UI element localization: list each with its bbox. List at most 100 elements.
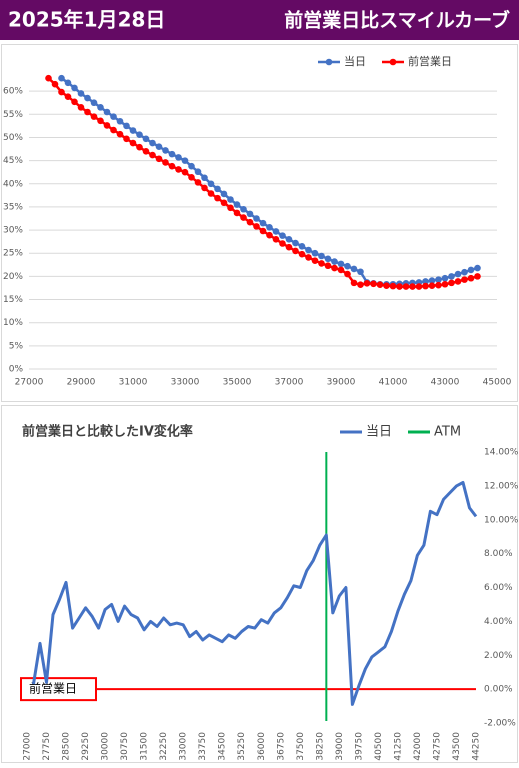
reference-label-box: [20, 677, 97, 702]
point: [331, 264, 338, 272]
chart-panel: [1, 44, 518, 402]
point: [253, 215, 260, 222]
x-tick-label: 43500: [452, 732, 462, 761]
series-line: [32, 481, 478, 706]
point: [246, 218, 254, 226]
x-tick-label: 27000: [15, 378, 44, 388]
point: [318, 260, 325, 267]
point: [97, 104, 104, 111]
point: [448, 273, 455, 280]
y-tick-label: 15%: [3, 295, 23, 305]
point: [337, 260, 345, 268]
point: [298, 250, 306, 258]
point: [272, 228, 280, 235]
point: [441, 280, 449, 288]
x-tick-label: 33000: [179, 732, 189, 761]
point: [227, 204, 234, 212]
x-tick-label: 30000: [101, 732, 111, 761]
y-tick-label: 20%: [3, 272, 23, 282]
header-title: 前営業日比スマイルカーブ: [284, 9, 510, 32]
point: [84, 94, 91, 102]
point: [428, 277, 436, 284]
point: [136, 143, 143, 151]
point: [227, 196, 234, 203]
legend-marker: [325, 58, 333, 66]
point: [344, 262, 351, 270]
x-tick-label: 37000: [275, 378, 304, 388]
y-tick-label: 40%: [3, 179, 23, 189]
point: [233, 201, 241, 208]
y-tick-label: 5%: [9, 341, 24, 351]
point: [97, 117, 104, 125]
y-tick-label: 14.00%: [484, 448, 519, 458]
point: [350, 265, 358, 273]
point: [129, 139, 137, 147]
x-tick-label: 27000: [23, 732, 33, 761]
y-tick-label: 45%: [3, 156, 23, 166]
point: [84, 108, 91, 116]
reference-label: 前営業日: [29, 681, 77, 696]
point: [454, 278, 462, 285]
point: [155, 155, 163, 163]
point: [435, 276, 442, 283]
point: [324, 262, 332, 270]
x-tick-label: 35000: [223, 378, 252, 388]
x-tick-label: 27750: [42, 732, 52, 761]
y-tick-label: 0.00%: [484, 685, 513, 695]
x-tick-label: 31000: [119, 378, 148, 388]
point: [201, 184, 208, 192]
point: [259, 219, 267, 227]
point: [311, 257, 319, 264]
x-tick-label: 36750: [276, 732, 286, 761]
point: [467, 274, 475, 282]
point: [175, 166, 182, 173]
point: [188, 162, 195, 170]
point: [357, 268, 364, 276]
x-tick-label: 38250: [315, 732, 325, 761]
point: [337, 266, 345, 274]
x-tick-label: 36000: [257, 732, 267, 761]
point: [194, 179, 202, 186]
x-tick-label: 33000: [171, 378, 200, 388]
point: [272, 236, 280, 243]
point: [285, 236, 293, 243]
point: [220, 190, 228, 198]
point: [162, 159, 169, 166]
point: [149, 139, 156, 147]
point: [474, 273, 481, 280]
y-tick-label: 60%: [3, 87, 23, 97]
point: [129, 127, 137, 134]
x-tick-label: 37500: [296, 732, 306, 761]
point: [383, 282, 390, 289]
legend-label: 当日: [366, 425, 392, 440]
point: [123, 135, 130, 143]
point: [207, 190, 215, 197]
legend-marker: [389, 58, 397, 66]
point: [240, 205, 247, 213]
point: [149, 151, 156, 159]
point: [233, 209, 241, 217]
point: [110, 126, 117, 134]
legend-label: 当日: [344, 54, 366, 68]
point: [181, 157, 189, 164]
y-tick-label: 10%: [3, 318, 23, 328]
x-tick-label: 43000: [431, 378, 460, 388]
point: [64, 79, 72, 87]
point: [357, 281, 364, 289]
x-tick-label: 34500: [218, 732, 228, 761]
x-tick-label: 32250: [159, 732, 169, 761]
x-tick-label: 30750: [120, 732, 130, 761]
point: [292, 247, 299, 255]
point: [71, 98, 78, 106]
point: [162, 147, 169, 154]
point: [279, 232, 286, 239]
x-tick-label: 44250: [472, 732, 482, 761]
point: [402, 283, 410, 290]
point: [71, 84, 78, 92]
point: [435, 281, 442, 289]
point: [110, 113, 117, 120]
point: [454, 270, 462, 278]
x-tick-label: 35250: [237, 732, 247, 761]
point: [461, 268, 468, 276]
